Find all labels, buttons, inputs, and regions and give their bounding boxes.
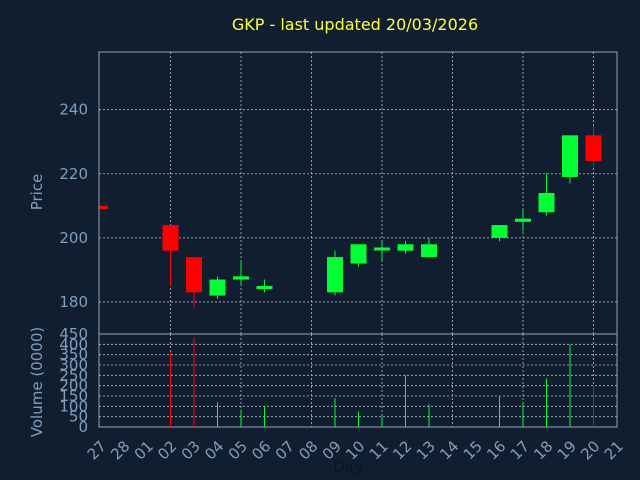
candle-body [538,193,555,213]
volume-tick-label: 0 [78,418,88,436]
price-tick-label: 240 [59,101,88,119]
candle-body [421,244,437,258]
candle-body [233,276,249,280]
candle-body [186,257,202,293]
candle-body [162,225,179,251]
candle-body [100,205,108,210]
candle-body [397,244,414,251]
candle-body [327,257,343,293]
candle-body [585,135,602,161]
price-tick-label: 200 [59,229,88,247]
chart-title: GKP - last updated 20/03/2026 [232,15,478,34]
volume-tick-label: 300 [59,356,88,374]
price-axis-label: Price [28,174,46,211]
volume-axis-label: Volume (0000) [28,327,46,437]
candle-body [562,135,578,177]
volume-tick-label: 50 [69,408,88,426]
candle-body [374,247,390,251]
price-panel: 180 200 220 240 [59,51,618,335]
price-tick-label: 180 [59,293,88,311]
price-tick-label: 220 [59,165,88,183]
volume-tick-label: 250 [59,366,88,384]
volume-tick-label: 100 [59,397,88,415]
volume-tick-label: 400 [59,335,88,353]
volume-tick-label: 450 [59,325,88,343]
x-axis-label: Day [333,458,363,476]
volume-tick-label: 350 [59,346,88,364]
volume-tick-label: 200 [59,377,88,395]
candle-body [209,279,226,296]
candle-body [515,218,531,222]
candle-body [256,285,273,290]
candle-body [491,225,508,238]
candle-body [350,244,367,264]
volume-tick-label: 150 [59,387,88,405]
